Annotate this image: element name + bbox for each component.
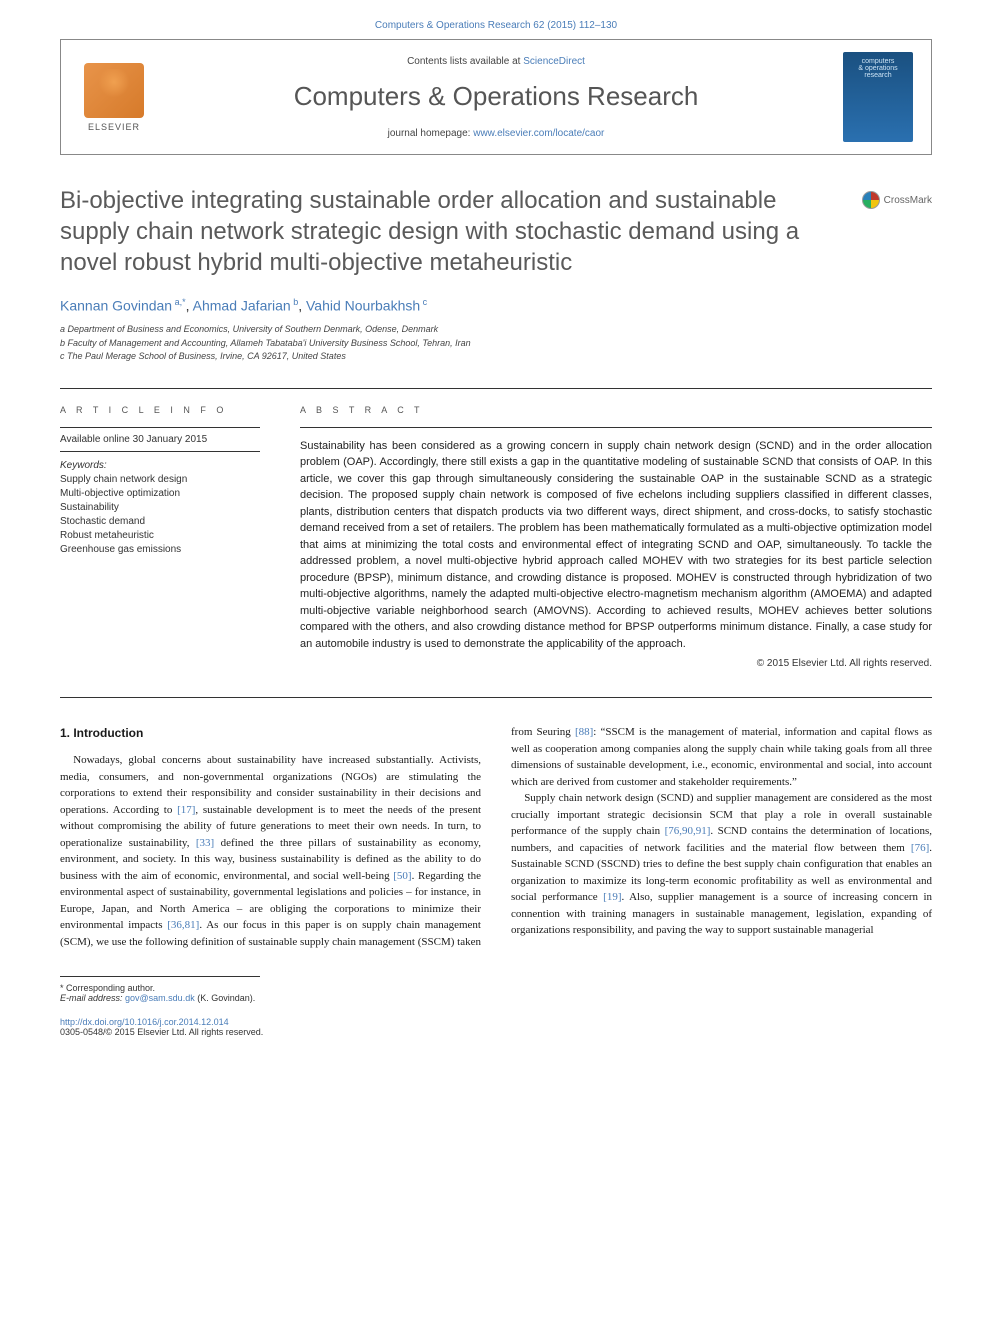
- author-1-sup: a,: [172, 297, 182, 307]
- bottom-doi-block: http://dx.doi.org/10.1016/j.cor.2014.12.…: [60, 1017, 932, 1037]
- crossmark-icon: [862, 191, 880, 209]
- email-line: E-mail address: gov@sam.sdu.dk (K. Govin…: [60, 993, 260, 1003]
- body-para-2: Supply chain network design (SCND) and s…: [511, 790, 932, 939]
- citation-link[interactable]: [33]: [196, 837, 214, 849]
- citation-link[interactable]: [76]: [911, 842, 929, 854]
- abstract-column: A B S T R A C T Sustainability has been …: [300, 405, 932, 670]
- keyword-item: Sustainability: [60, 501, 260, 515]
- journal-title: Computers & Operations Research: [169, 81, 823, 112]
- journal-citation: Computers & Operations Research 62 (2015…: [60, 20, 932, 31]
- keyword-item: Supply chain network design: [60, 473, 260, 487]
- author-1[interactable]: Kannan Govindan: [60, 297, 172, 313]
- body-two-column: 1. Introduction Nowadays, global concern…: [60, 724, 932, 950]
- keyword-item: Robust metaheuristic: [60, 529, 260, 543]
- email-link[interactable]: gov@sam.sdu.dk: [125, 993, 195, 1003]
- keyword-item: Greenhouse gas emissions: [60, 543, 260, 557]
- author-2[interactable]: Ahmad Jafarian: [193, 297, 291, 313]
- available-online-date: Available online 30 January 2015: [60, 434, 260, 452]
- author-3-sup: c: [420, 297, 427, 307]
- doi-link[interactable]: http://dx.doi.org/10.1016/j.cor.2014.12.…: [60, 1017, 229, 1027]
- keywords-label: Keywords:: [60, 460, 260, 471]
- corresponding-label: * Corresponding author.: [60, 983, 260, 993]
- email-label: E-mail address:: [60, 993, 125, 1003]
- homepage-text: journal homepage:: [388, 128, 474, 139]
- author-2-sup: b: [291, 297, 299, 307]
- affiliation-b: b Faculty of Management and Accounting, …: [60, 337, 932, 351]
- homepage-line: journal homepage: www.elsevier.com/locat…: [169, 128, 823, 139]
- citation-link[interactable]: [50]: [393, 870, 411, 882]
- elsevier-tree-icon: [84, 63, 144, 118]
- journal-header-box: ELSEVIER Contents lists available at Sci…: [60, 39, 932, 155]
- divider: [60, 697, 932, 698]
- abstract-heading: A B S T R A C T: [300, 405, 932, 415]
- keywords-list: Supply chain network design Multi-object…: [60, 473, 260, 557]
- crossmark-label: CrossMark: [884, 195, 932, 206]
- section-1-heading: 1. Introduction: [60, 724, 481, 742]
- email-after: (K. Govindan).: [195, 993, 256, 1003]
- elsevier-label: ELSEVIER: [88, 122, 140, 132]
- abstract-text: Sustainability has been considered as a …: [300, 427, 932, 653]
- cover-line-1: computers: [862, 58, 895, 65]
- elsevier-logo: ELSEVIER: [79, 57, 149, 137]
- contents-available-line: Contents lists available at ScienceDirec…: [169, 56, 823, 67]
- contents-text: Contents lists available at: [407, 56, 523, 67]
- corresponding-footnote: * Corresponding author. E-mail address: …: [60, 976, 260, 1003]
- corresponding-star: *: [182, 297, 186, 307]
- homepage-link[interactable]: www.elsevier.com/locate/caor: [473, 128, 604, 139]
- author-3[interactable]: Vahid Nourbakhsh: [306, 297, 420, 313]
- keyword-item: Stochastic demand: [60, 515, 260, 529]
- affiliation-a: a Department of Business and Economics, …: [60, 323, 932, 337]
- authors-line: Kannan Govindan a,*, Ahmad Jafarian b, V…: [60, 297, 932, 314]
- article-info-column: A R T I C L E I N F O Available online 3…: [60, 405, 260, 670]
- journal-cover-thumb: computers & operations research: [843, 52, 913, 142]
- article-info-heading: A R T I C L E I N F O: [60, 405, 260, 415]
- citation-link[interactable]: [19]: [603, 891, 621, 903]
- keyword-item: Multi-objective optimization: [60, 487, 260, 501]
- citation-link[interactable]: [36,81]: [167, 919, 199, 931]
- header-center: Contents lists available at ScienceDirec…: [149, 56, 843, 139]
- cover-line-3: research: [864, 72, 891, 79]
- cover-line-2: & operations: [858, 65, 897, 72]
- abstract-copyright: © 2015 Elsevier Ltd. All rights reserved…: [300, 658, 932, 669]
- affiliation-c: c The Paul Merage School of Business, Ir…: [60, 350, 932, 364]
- issn-copyright-line: 0305-0548/© 2015 Elsevier Ltd. All right…: [60, 1027, 932, 1037]
- affiliations-block: a Department of Business and Economics, …: [60, 323, 932, 364]
- sciencedirect-link[interactable]: ScienceDirect: [523, 56, 585, 67]
- citation-link[interactable]: [88]: [575, 726, 593, 738]
- crossmark-badge[interactable]: CrossMark: [862, 191, 932, 209]
- citation-link[interactable]: [17]: [177, 804, 195, 816]
- citation-link[interactable]: [76,90,91]: [665, 825, 711, 837]
- article-title: Bi-objective integrating sustainable ord…: [60, 185, 842, 279]
